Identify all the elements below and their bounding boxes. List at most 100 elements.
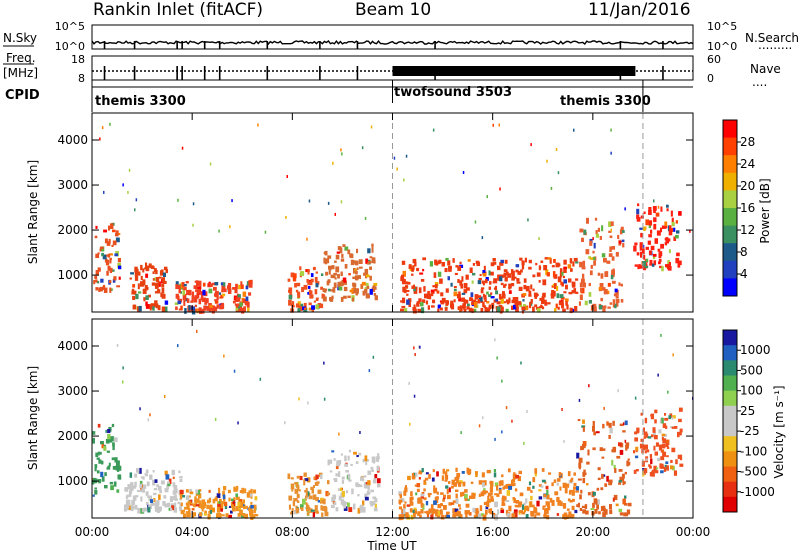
echo-cell <box>660 470 664 474</box>
echo-cell <box>371 500 376 506</box>
echo-cell <box>600 487 604 491</box>
echo-cell <box>603 305 607 309</box>
echo-cell <box>529 501 533 508</box>
echo-cell <box>196 288 201 294</box>
echo-cell <box>237 297 241 302</box>
echo-cell <box>401 514 404 520</box>
echo-cell <box>483 501 488 506</box>
echo-speck <box>530 143 532 147</box>
echo-cell <box>132 284 136 288</box>
echo-cell <box>556 482 559 486</box>
echo-cell <box>592 421 595 427</box>
echo-cell <box>134 270 138 277</box>
echo-cell <box>228 497 231 502</box>
echo-cell <box>324 507 328 513</box>
echo-cell <box>461 276 464 282</box>
echo-cell <box>240 306 243 310</box>
echo-cell <box>211 282 216 286</box>
echo-cell <box>499 276 503 282</box>
echo-cell <box>351 488 354 495</box>
echo-cell <box>543 511 547 515</box>
echo-cell <box>221 289 224 293</box>
echo-cell <box>179 498 182 501</box>
echo-cell <box>422 257 427 261</box>
echo-cell <box>312 494 317 500</box>
echo-cell <box>582 282 586 288</box>
echo-cell <box>581 266 586 270</box>
echo-cell <box>658 258 662 263</box>
echo-cell <box>560 296 565 300</box>
echo-speck <box>478 424 481 428</box>
echo-speck <box>135 198 138 202</box>
echo-cell <box>343 295 347 299</box>
echo-cell <box>518 510 522 513</box>
echo-cell <box>220 282 224 286</box>
echo-cell <box>115 230 119 234</box>
echo-cell <box>609 509 613 515</box>
echo-cell <box>534 468 538 474</box>
echo-cell <box>536 272 541 277</box>
echo-cell <box>444 514 447 519</box>
echo-cell <box>420 496 424 499</box>
echo-cell <box>331 504 335 509</box>
echo-cell <box>521 260 525 266</box>
echo-cell <box>619 449 624 455</box>
echo-cell <box>671 447 676 453</box>
echo-cell <box>667 260 670 265</box>
echo-cell <box>322 288 325 293</box>
echo-speck <box>192 223 194 227</box>
echo-cell <box>348 507 353 513</box>
echo-cell <box>609 235 613 239</box>
echo-speck <box>672 353 674 357</box>
echo-speck <box>334 212 336 216</box>
echo-cell <box>455 489 459 493</box>
echo-cell <box>448 481 451 484</box>
echo-cell <box>231 504 234 507</box>
echo-cell <box>114 457 118 463</box>
echo-cell <box>450 485 454 489</box>
echo-cell <box>368 491 371 495</box>
echo-cell <box>292 276 297 282</box>
echo-cell <box>328 459 333 464</box>
echo-cell <box>445 288 449 293</box>
echo-cell <box>562 482 567 488</box>
echo-cell <box>371 257 376 264</box>
echo-cell <box>295 303 300 308</box>
echo-cell <box>455 493 458 499</box>
echo-cell <box>653 435 658 440</box>
echo-cell <box>166 484 169 490</box>
echo-cell <box>420 302 424 307</box>
echo-cell <box>170 503 174 508</box>
echo-cell <box>173 485 178 489</box>
echo-cell <box>573 486 576 490</box>
echo-cell <box>323 498 326 505</box>
echo-cell <box>448 502 452 506</box>
echo-cell <box>438 259 442 264</box>
echo-cell <box>589 240 593 246</box>
echo-cell <box>437 510 441 516</box>
echo-cell <box>185 281 189 284</box>
echo-cell <box>191 296 194 302</box>
echo-cell <box>95 279 98 283</box>
nave-tick-bottom: 0 <box>707 72 714 85</box>
echo-cell <box>580 278 585 284</box>
echo-cell <box>593 260 596 266</box>
echo-cell <box>149 474 153 480</box>
echo-cell <box>343 506 348 511</box>
echo-cell <box>377 483 381 488</box>
echo-cell <box>139 483 143 489</box>
echo-cell <box>416 267 420 272</box>
y-tick-label: 2000 <box>57 429 88 443</box>
echo-cell <box>457 279 460 283</box>
echo-speck <box>462 171 465 174</box>
echo-cell <box>678 211 682 216</box>
echo-cell <box>369 256 373 259</box>
echo-speck <box>229 225 231 229</box>
colorbar-tick-label: 4 <box>740 267 748 281</box>
echo-cell <box>252 489 257 494</box>
echo-speck <box>657 373 659 377</box>
echo-cell <box>512 270 515 276</box>
echo-cell <box>671 426 676 429</box>
echo-cell <box>635 431 639 434</box>
